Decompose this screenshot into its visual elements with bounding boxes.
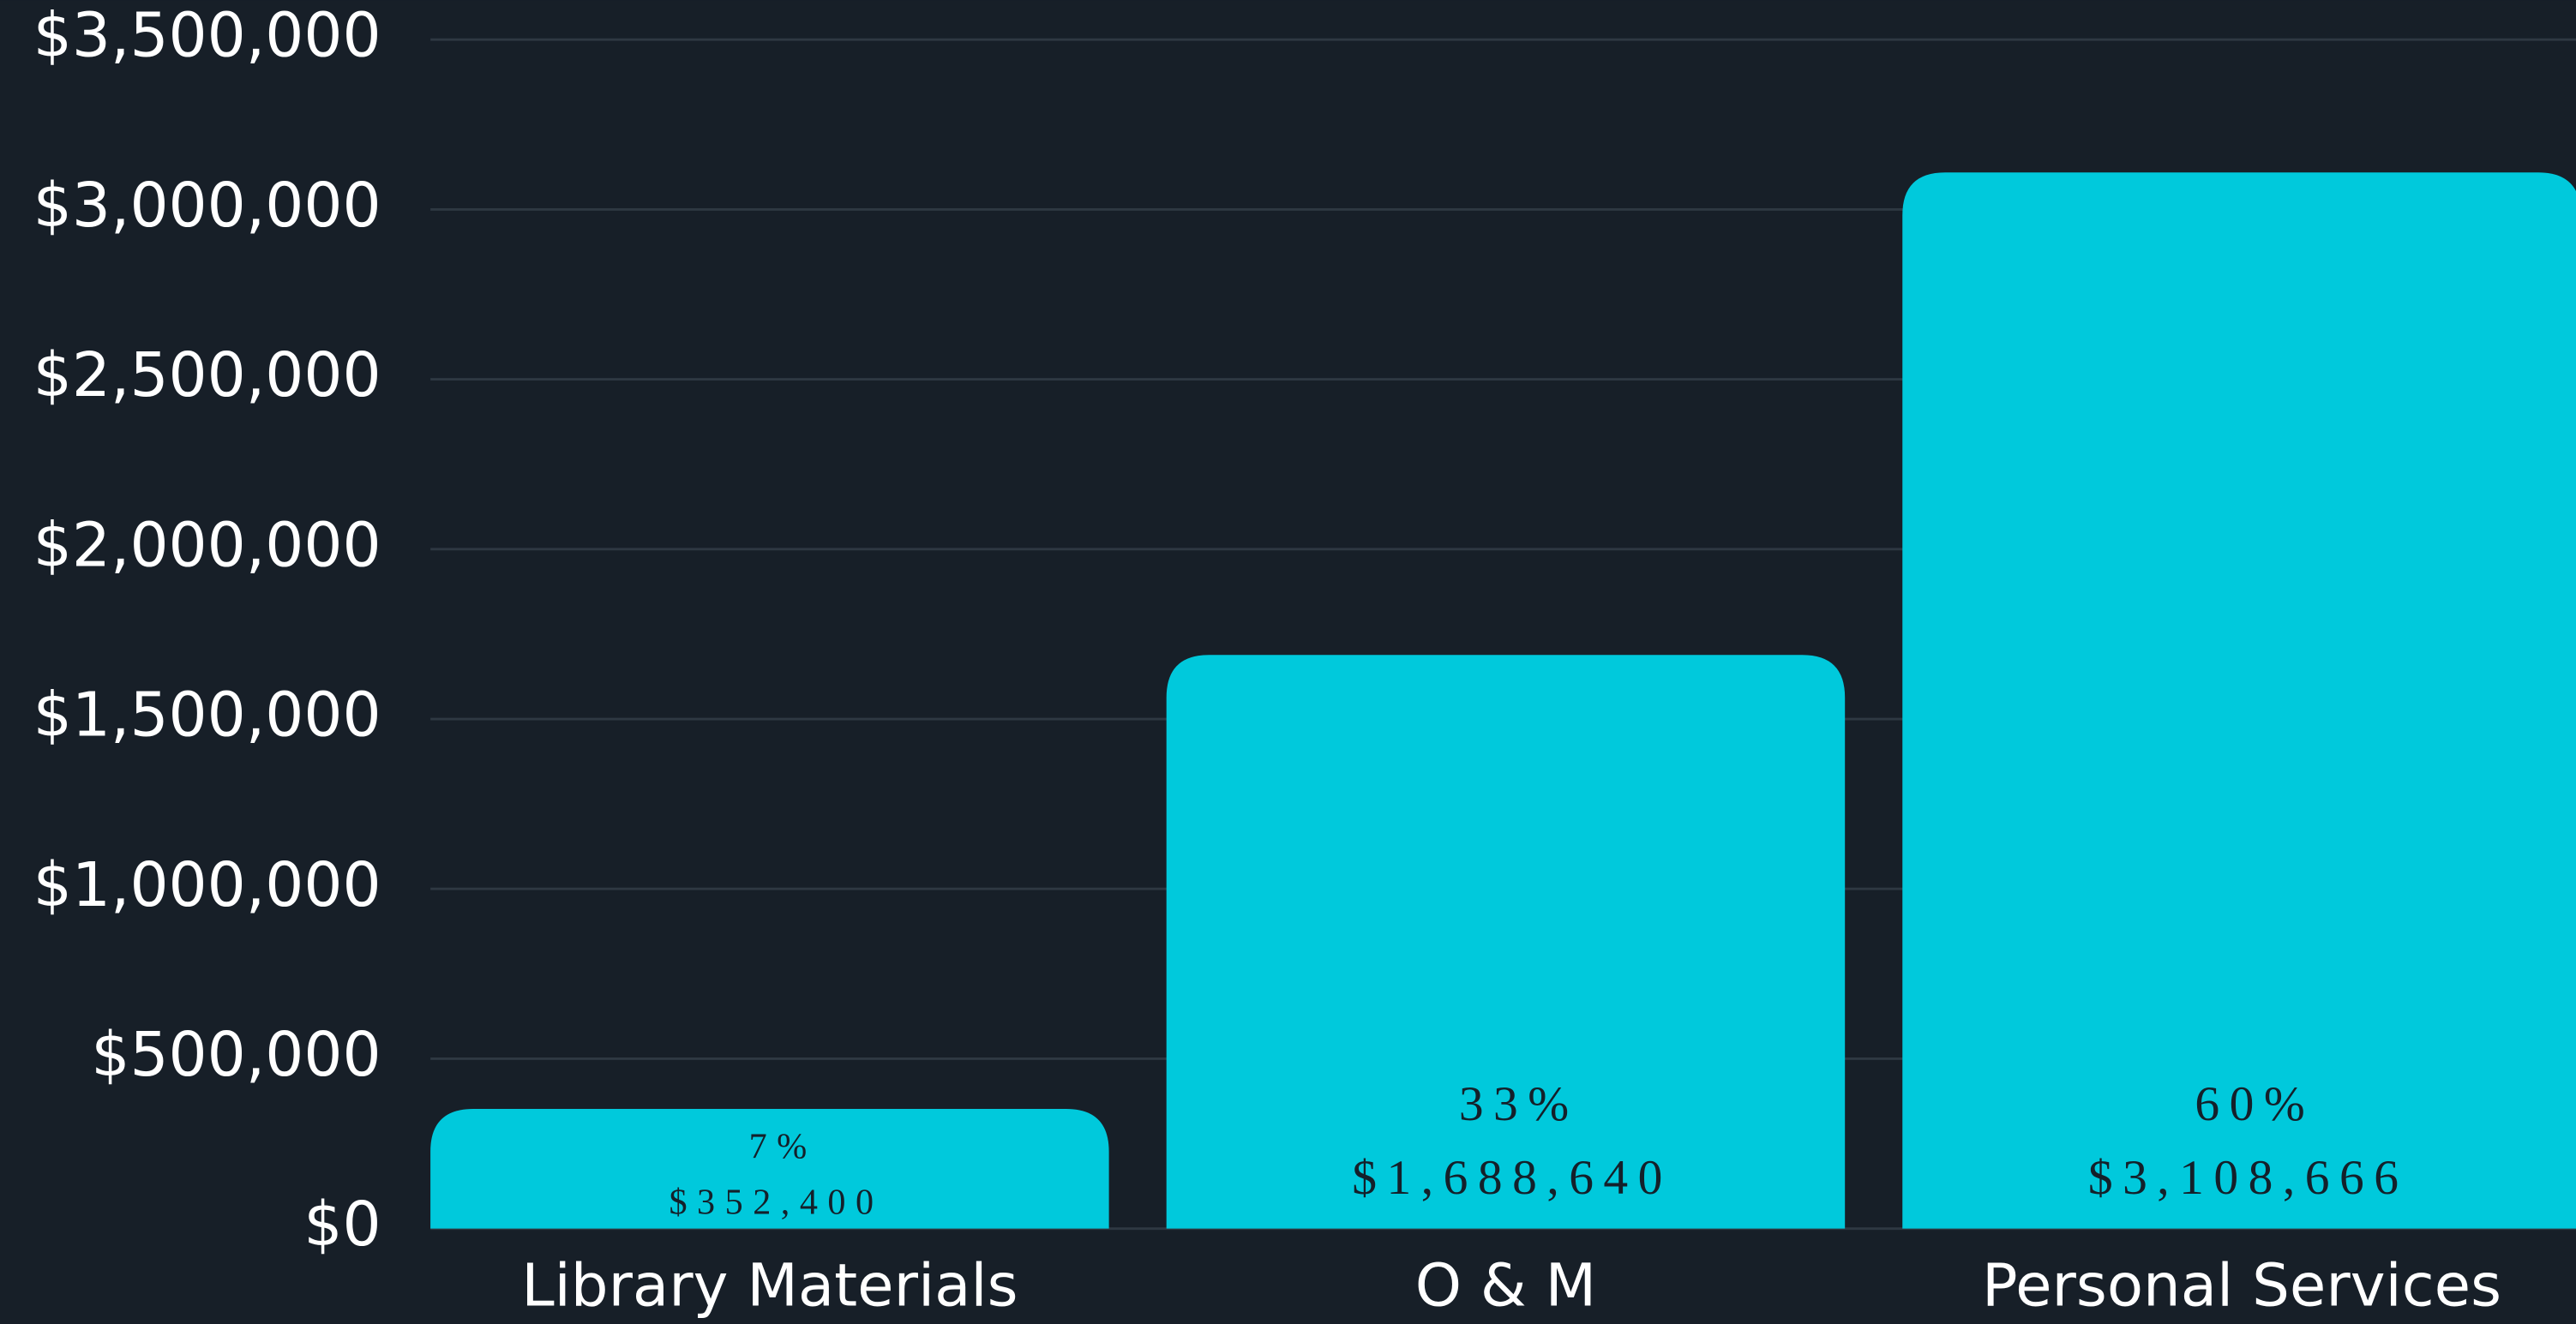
bar	[430, 1108, 1109, 1229]
value-label: $3,108,666	[2088, 1151, 2409, 1205]
y-tick-label: $2,500,000	[33, 339, 381, 410]
bar	[1166, 655, 1846, 1229]
percent-label: 7%	[749, 1126, 817, 1166]
x-tick-label: Personal Services	[1982, 1252, 2501, 1321]
y-tick-label: $1,500,000	[33, 680, 381, 751]
bar	[1902, 172, 2576, 1229]
y-tick-label: $2,000,000	[33, 509, 381, 580]
y-tick-label: $500,000	[91, 1019, 381, 1090]
value-label: $1,688,640	[1352, 1151, 1672, 1205]
y-tick-label: $3,500,000	[33, 0, 381, 71]
percent-label: 33%	[1459, 1077, 1579, 1131]
x-tick-label: O & M	[1415, 1252, 1596, 1321]
y-tick-label: $3,000,000	[33, 170, 381, 241]
x-tick-label: Library Materials	[521, 1252, 1018, 1321]
value-label: $352,400	[669, 1183, 883, 1223]
y-tick-label: $0	[303, 1189, 381, 1260]
percent-label: 60%	[2195, 1077, 2315, 1131]
y-tick-label: $1,000,000	[33, 849, 381, 920]
